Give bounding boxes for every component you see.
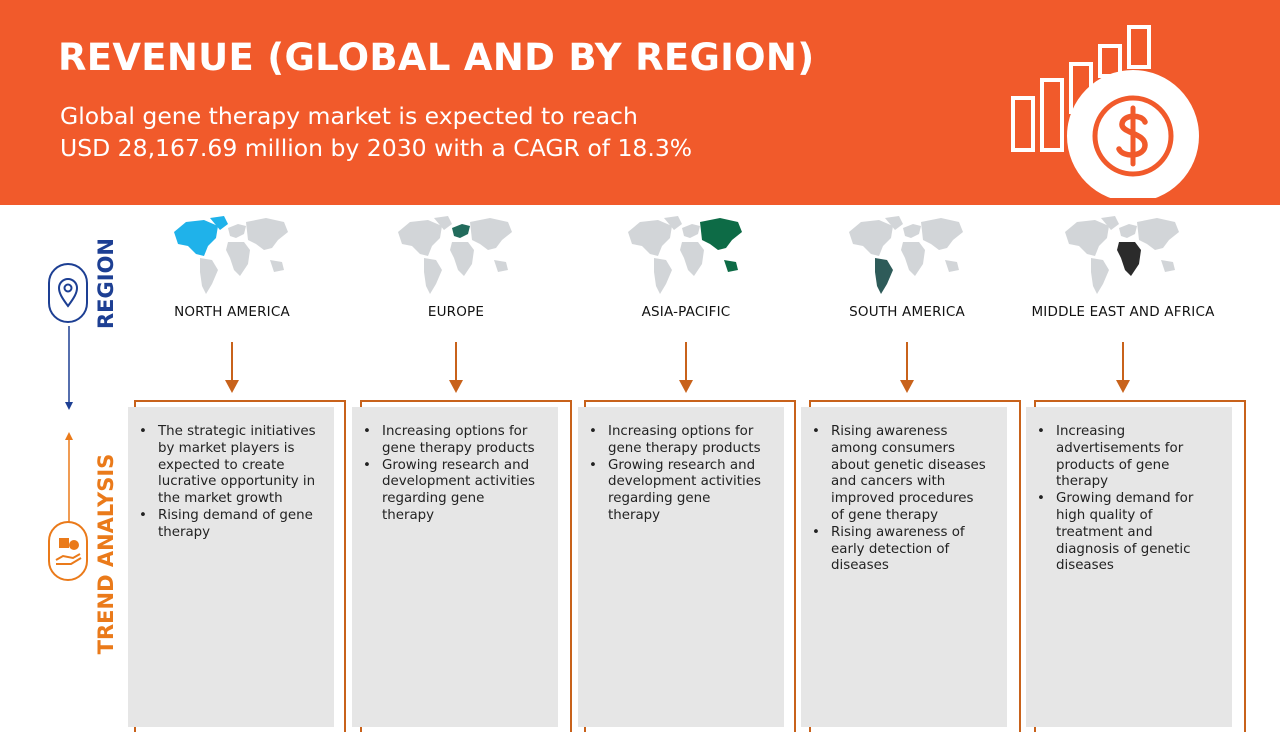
region-name: NORTH AMERICA: [174, 304, 290, 320]
trend-item: Increasing options for gene therapy prod…: [589, 424, 766, 458]
down-arrow-icon: [225, 342, 239, 393]
trend-item: Increasing advertisements for products o…: [1037, 424, 1214, 491]
down-arrow-icon: [449, 342, 463, 393]
sidebar-connector: [65, 326, 73, 522]
trend-list: Rising awareness among consumers about g…: [801, 407, 1007, 575]
world-map-icon: [1065, 216, 1179, 294]
trend-box: The strategic initiatives by market play…: [128, 407, 334, 727]
trend-list: Increasing options for gene therapy prod…: [578, 407, 784, 525]
trend-list: Increasing options for gene therapy prod…: [352, 407, 558, 525]
page-title: REVENUE (GLOBAL AND BY REGION): [58, 36, 815, 79]
region-name: ASIA-PACIFIC: [641, 304, 731, 320]
trend-box: Increasing options for gene therapy prod…: [352, 407, 558, 727]
trend-item: Growing research and development activit…: [363, 458, 540, 525]
trend-item: Increasing options for gene therapy prod…: [363, 424, 540, 458]
down-arrow-icon: [900, 342, 914, 393]
world-map-icon: [398, 216, 512, 294]
hand-medicine-icon: [48, 521, 88, 581]
trend-item: The strategic initiatives by market play…: [139, 424, 316, 508]
region-name: EUROPE: [427, 304, 485, 320]
region-label: REGION: [94, 238, 118, 329]
trend-box: Increasing options for gene therapy prod…: [578, 407, 784, 727]
region-name: MIDDLE EAST AND AFRICA: [1031, 304, 1215, 320]
down-arrow-icon: [679, 342, 693, 393]
world-map-icon: [174, 216, 288, 294]
trend-item: Growing demand for high quality of treat…: [1037, 491, 1214, 575]
world-map-icon: [628, 216, 742, 294]
header-banner: REVENUE (GLOBAL AND BY REGION) Global ge…: [0, 0, 1280, 205]
trend-analysis-label: TREND ANALYSIS: [94, 453, 118, 655]
subtitle-line-2: USD 28,167.69 million by 2030 with a CAG…: [60, 134, 693, 162]
revenue-bars-dollar-icon: [1011, 25, 1199, 198]
page-subtitle: Global gene therapy market is expected t…: [60, 100, 780, 164]
trend-list: The strategic initiatives by market play…: [128, 407, 334, 542]
trend-item: Rising awareness among consumers about g…: [812, 424, 989, 525]
trend-item: Rising demand of gene therapy: [139, 508, 316, 542]
down-arrow-icon: [1116, 342, 1130, 393]
trend-item: Growing research and development activit…: [589, 458, 766, 525]
region-pin-badge: [48, 263, 88, 323]
trend-box: Increasing advertisements for products o…: [1026, 407, 1232, 727]
world-map-icon: [849, 216, 963, 294]
trend-list: Increasing advertisements for products o…: [1026, 407, 1232, 575]
region-name: SOUTH AMERICA: [849, 304, 965, 320]
subtitle-line-1: Global gene therapy market is expected t…: [60, 102, 638, 130]
trend-item: Rising awareness of early detection of d…: [812, 525, 989, 575]
trend-box: Rising awareness among consumers about g…: [801, 407, 1007, 727]
